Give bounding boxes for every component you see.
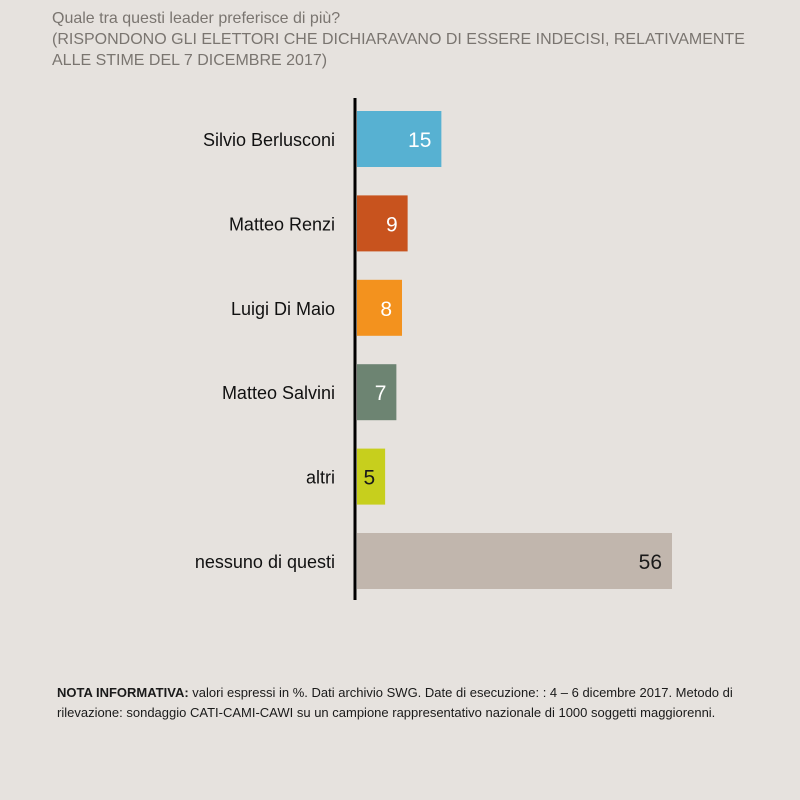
category-label-altri: altri: [306, 468, 335, 488]
bar-chart: Silvio Berlusconi 15 Matteo Renzi 9 Luigi Di…: [195, 98, 672, 600]
value-label-silvio-berlusconi: 15: [408, 129, 431, 152]
info-note: NOTA INFORMATIVA: valori espressi in %. …: [57, 683, 757, 723]
note-text: valori espressi in %. Dati archivio SWG.…: [57, 685, 733, 720]
category-label-matteo-renzi: Matteo Renzi: [229, 214, 335, 234]
value-label-luigi-di-maio: 8: [380, 298, 392, 321]
category-label-silvio-berlusconi: Silvio Berlusconi: [203, 130, 335, 150]
category-label-luigi-di-maio: Luigi Di Maio: [231, 299, 335, 319]
bar-silvio-berlusconi: [357, 111, 442, 167]
bar-matteo-renzi: [357, 195, 408, 252]
note-label: NOTA INFORMATIVA:: [57, 685, 189, 700]
value-label-altri: 5: [363, 467, 375, 490]
chart-title: Quale tra questi leader preferisce di pi…: [52, 8, 782, 71]
title-subtitle-line-2: ALLE STIME DEL 7 DICEMBRE 2017): [52, 52, 328, 69]
bar-altri: [357, 448, 386, 505]
bar-nessuno-di-questi: [357, 533, 672, 589]
title-question: Quale tra questi leader preferisce di pi…: [52, 10, 341, 27]
bar-matteo-salvini: [357, 364, 397, 421]
category-label-matteo-salvini: Matteo Salvini: [222, 383, 335, 403]
category-label-nessuno-di-questi: nessuno di questi: [195, 552, 335, 572]
value-label-matteo-renzi: 9: [386, 213, 398, 236]
title-subtitle-line-1: (RISPONDONO GLI ELETTORI CHE DICHIARAVAN…: [52, 31, 745, 48]
value-label-matteo-salvini: 7: [375, 382, 387, 405]
bar-luigi-di-maio: [357, 279, 402, 336]
value-label-nessuno-di-questi: 56: [639, 551, 662, 574]
